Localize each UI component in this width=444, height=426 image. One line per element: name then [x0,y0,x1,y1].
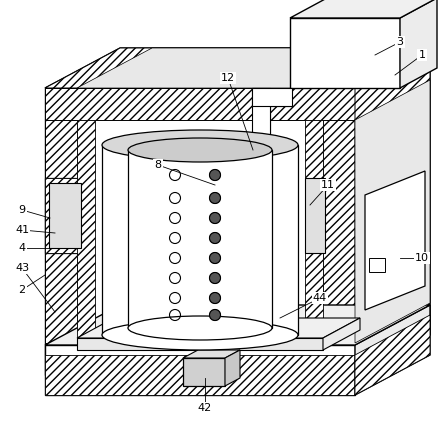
Bar [252,88,270,148]
Circle shape [210,193,221,204]
Polygon shape [355,48,430,375]
Polygon shape [355,80,430,343]
Text: 42: 42 [198,403,212,413]
Circle shape [210,310,221,320]
Text: 12: 12 [221,73,235,83]
Ellipse shape [102,320,298,350]
Polygon shape [183,350,240,358]
Text: 44: 44 [313,293,327,303]
Polygon shape [77,318,360,338]
Polygon shape [225,350,240,386]
Polygon shape [45,355,355,395]
Bar [195,155,235,173]
Bar [102,145,298,335]
Polygon shape [45,305,430,345]
Ellipse shape [128,138,272,162]
Bar [305,178,325,253]
Circle shape [210,213,221,224]
Polygon shape [77,120,95,343]
Ellipse shape [102,130,298,160]
Circle shape [210,170,221,181]
Text: 3: 3 [396,37,404,47]
Bar [290,18,400,88]
Text: 41: 41 [15,225,29,235]
Bar [252,88,292,106]
Text: 9: 9 [19,205,26,215]
Polygon shape [305,120,323,343]
Text: 43: 43 [15,263,29,273]
Bar [183,358,225,386]
Text: 4: 4 [19,243,26,253]
Bar [200,158,212,170]
Text: 2: 2 [19,285,26,295]
Bar [45,345,355,395]
Polygon shape [45,343,355,375]
Polygon shape [323,318,360,350]
Circle shape [210,253,221,264]
Bar [49,183,81,248]
Bar [369,258,385,272]
Polygon shape [45,88,77,375]
Bar [45,88,355,375]
Text: 1: 1 [419,50,425,60]
Polygon shape [45,88,355,120]
Text: 11: 11 [321,180,335,190]
Circle shape [210,233,221,244]
Bar [128,150,272,328]
Text: 10: 10 [415,253,429,263]
Polygon shape [355,305,430,395]
Polygon shape [365,171,425,310]
Polygon shape [290,0,437,18]
Polygon shape [77,48,398,88]
Circle shape [210,293,221,303]
Polygon shape [45,178,85,253]
Ellipse shape [128,316,272,340]
Polygon shape [45,48,430,88]
Circle shape [210,273,221,283]
Bar [45,178,85,253]
Bar [77,338,323,350]
Polygon shape [45,48,430,88]
Polygon shape [400,0,437,88]
Polygon shape [355,315,430,395]
Polygon shape [323,88,355,375]
Text: 8: 8 [155,160,162,170]
Polygon shape [355,48,430,375]
